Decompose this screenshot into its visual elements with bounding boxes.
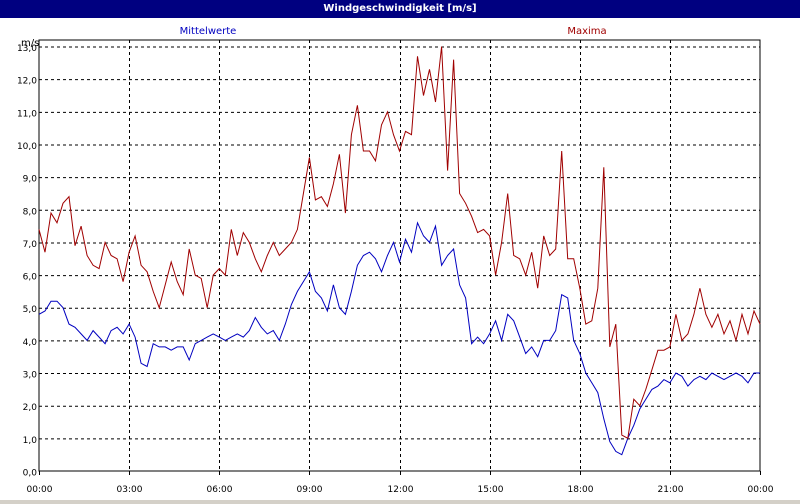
- y-tick-label: 3,0: [23, 371, 38, 381]
- series-line-maxima: [38, 46, 761, 440]
- y-axis-unit-label: m/s: [21, 38, 39, 49]
- chart-area: m/s Mittelwerte Maxima 0,0 1,0 2,0 3,0 4,0 5,…: [0, 18, 800, 504]
- legend-mittelwerte: Mittelwerte: [180, 26, 237, 37]
- y-tick-label: 5,0: [23, 305, 38, 315]
- y-tick-label: 10,0: [17, 142, 37, 152]
- legend-maxima: Maxima: [567, 26, 606, 37]
- y-tick-label: 7,0: [23, 240, 38, 250]
- y-tick-label: 2,0: [23, 403, 38, 413]
- x-tick-time-label: 21:00: [658, 485, 684, 495]
- y-tick-label: 1,0: [23, 436, 38, 446]
- y-tick-label: 9,0: [23, 175, 38, 185]
- x-tick-time-label: 18:00: [568, 485, 594, 495]
- x-tick-time-label: 00:00: [748, 485, 774, 495]
- x-tick-time-label: 00:00: [27, 485, 53, 495]
- y-tick-label: 8,0: [23, 207, 38, 217]
- x-tick-time-label: 06:00: [207, 485, 233, 495]
- wind-speed-chart: m/s Mittelwerte Maxima 0,0 1,0 2,0 3,0 4,0 5,…: [17, 26, 781, 504]
- y-tick-label: 0,0: [23, 469, 38, 479]
- window-title: Windgeschwindigkeit [m/s]: [0, 0, 800, 18]
- y-tick-label: 11,0: [17, 109, 37, 119]
- y-tick-label: 6,0: [23, 273, 38, 283]
- plot-frame: [38, 39, 761, 472]
- x-tick-time-label: 03:00: [117, 485, 143, 495]
- series-line-mittelwerte: [38, 221, 760, 456]
- y-tick-label: 4,0: [23, 338, 38, 348]
- x-tick-time-label: 09:00: [297, 485, 323, 495]
- x-tick-time-label: 12:00: [388, 485, 414, 495]
- x-tick-time-label: 15:00: [478, 485, 504, 495]
- y-tick-label: 13,0: [17, 44, 37, 54]
- y-tick-label: 12,0: [17, 77, 37, 87]
